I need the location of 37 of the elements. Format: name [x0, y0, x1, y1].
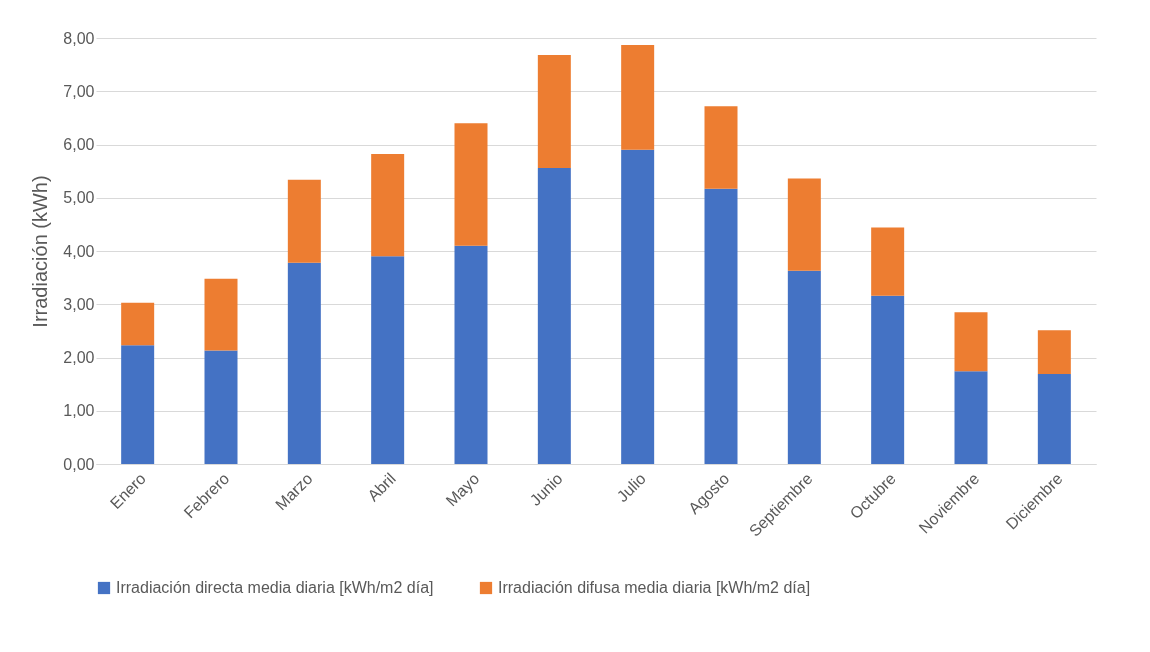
x-tick-label: Julio: [613, 469, 650, 506]
bar: [454, 123, 488, 246]
bar: [454, 245, 488, 464]
bar: [537, 167, 571, 464]
bar: [787, 178, 821, 271]
bar: [871, 295, 905, 464]
bar: [704, 106, 738, 189]
bar: [871, 227, 905, 296]
bar: [204, 350, 238, 464]
bar: [704, 188, 738, 464]
y-tick-label: 1,00: [63, 402, 95, 420]
bar: [371, 154, 405, 257]
bar: [121, 345, 155, 464]
y-tick-label: 6,00: [63, 136, 95, 153]
y-tick-label: 4,00: [63, 242, 95, 260]
bar: [621, 44, 655, 150]
bar: [537, 55, 571, 168]
y-tick-label: 0,00: [63, 455, 95, 473]
y-axis-title: Irradiación (kWh): [29, 175, 52, 328]
legend-label: Irradiación difusa media diaria [kWh/m2 día]: [498, 579, 811, 596]
bar: [287, 262, 321, 464]
bar: [287, 179, 321, 263]
y-tick-label: 5,00: [63, 189, 95, 207]
bar: [121, 302, 155, 346]
y-tick-label: 2,00: [63, 349, 95, 366]
bar: [204, 278, 238, 351]
bar: [954, 312, 988, 372]
bar: [1037, 330, 1071, 375]
bar: [1037, 374, 1071, 464]
y-tick-label: 8,00: [63, 29, 95, 47]
bar: [371, 256, 405, 464]
y-tick-label: 3,00: [63, 295, 95, 313]
bar: [621, 149, 655, 464]
y-tick-label: 7,00: [63, 82, 95, 100]
legend-label: Irradiación directa media diaria [kWh/m2 día]: [116, 579, 434, 596]
bar: [787, 270, 821, 464]
bar: [954, 371, 988, 464]
